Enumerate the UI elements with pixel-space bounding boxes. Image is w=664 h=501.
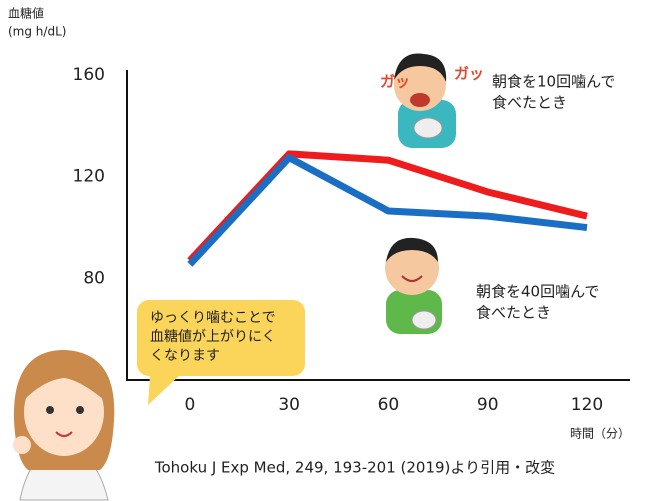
y-axis-label: 血糖値 xyxy=(8,6,44,21)
annotation: 朝食を10回噛んで xyxy=(492,73,615,91)
y-tick-label: 80 xyxy=(83,268,105,288)
y-tick-label: 120 xyxy=(73,167,105,187)
source: Tohoku J Exp Med, 249, 193-201 (2019)より引… xyxy=(154,459,555,477)
speech-bubble xyxy=(137,300,305,376)
annotation: 食べたとき xyxy=(492,94,567,112)
bubble-tail xyxy=(148,375,180,405)
y-tick-label: 160 xyxy=(73,65,105,85)
sound-effect: ガッ xyxy=(454,65,484,83)
bubble-text: くなります xyxy=(150,348,220,364)
x-tick-label: 120 xyxy=(571,395,603,415)
x-tick-label: 60 xyxy=(378,395,400,415)
annotation: 朝食を40回噛んで xyxy=(476,283,599,301)
x-tick-label: 30 xyxy=(278,395,300,415)
sound-effect: ガッ xyxy=(380,73,410,91)
x-tick-label: 90 xyxy=(477,395,499,415)
bubble-text: ゆっくり噛むことで xyxy=(150,310,276,326)
x-tick-label: 0 xyxy=(184,395,195,415)
x-axis-label: 時間（分） xyxy=(570,427,630,441)
data-line xyxy=(187,154,588,267)
annotation: 食べたとき xyxy=(476,304,551,322)
illustration-chewing xyxy=(394,53,456,148)
y-axis-label: (mg h/dL) xyxy=(8,25,66,39)
illustration-smiling xyxy=(385,237,442,334)
illustration-woman xyxy=(13,350,115,501)
bubble-text: 血糖値が上がりにく xyxy=(150,329,276,345)
